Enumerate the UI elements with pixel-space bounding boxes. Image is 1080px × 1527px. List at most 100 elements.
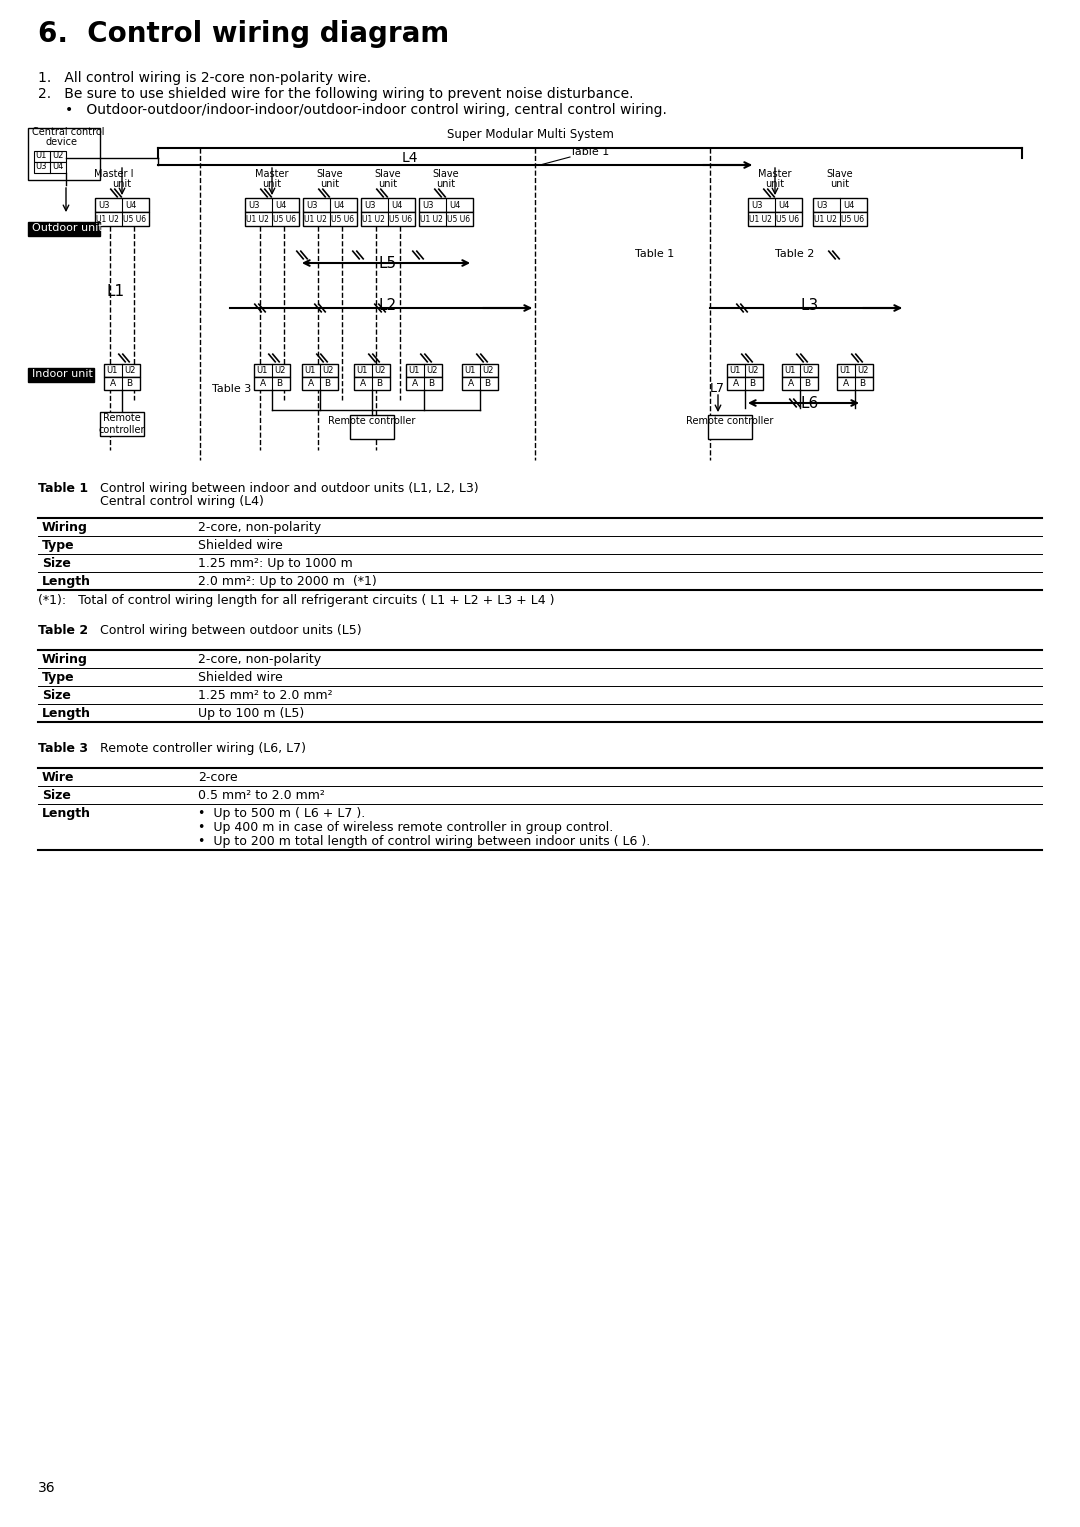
- Text: U2: U2: [124, 366, 135, 376]
- Text: U2: U2: [322, 366, 334, 376]
- Text: A: A: [308, 379, 314, 388]
- Text: A: A: [411, 379, 418, 388]
- Text: U1: U1: [35, 151, 46, 160]
- Text: U3: U3: [364, 202, 376, 211]
- Text: U1: U1: [464, 366, 475, 376]
- Text: B: B: [126, 379, 132, 388]
- Text: 2.0 mm²: Up to 2000 m  (*1): 2.0 mm²: Up to 2000 m (*1): [198, 576, 377, 588]
- Text: U3: U3: [35, 162, 46, 171]
- Bar: [303, 212, 357, 226]
- Text: Wiring: Wiring: [42, 521, 87, 534]
- Text: U1: U1: [106, 366, 118, 376]
- Bar: [245, 199, 299, 212]
- Text: Table 2: Table 2: [775, 249, 814, 260]
- Text: •   Outdoor-outdoor/indoor-indoor/outdoor-indoor control wiring, central control: • Outdoor-outdoor/indoor-indoor/outdoor-…: [65, 102, 666, 118]
- Bar: [28, 128, 100, 180]
- Text: Table 3: Table 3: [212, 383, 252, 394]
- Text: Slave: Slave: [433, 169, 459, 179]
- Text: U5 U6: U5 U6: [389, 215, 413, 224]
- Text: Master: Master: [255, 169, 288, 179]
- Text: unit: unit: [112, 179, 132, 189]
- Text: A: A: [360, 379, 366, 388]
- Bar: [33, 151, 66, 162]
- Text: L5: L5: [379, 257, 397, 270]
- Text: 1.25 mm² to 2.0 mm²: 1.25 mm² to 2.0 mm²: [198, 689, 333, 702]
- Text: U5 U6: U5 U6: [841, 215, 864, 224]
- Text: U3: U3: [248, 202, 259, 211]
- Text: U2: U2: [52, 151, 64, 160]
- Text: Slave: Slave: [826, 169, 853, 179]
- Text: Table 1: Table 1: [38, 483, 89, 495]
- Text: B: B: [804, 379, 810, 388]
- Bar: [302, 377, 338, 389]
- Text: unit: unit: [436, 179, 456, 189]
- Text: 1.25 mm²: Up to 1000 m: 1.25 mm²: Up to 1000 m: [198, 557, 353, 570]
- Text: U4: U4: [843, 202, 854, 211]
- Text: U1: U1: [729, 366, 741, 376]
- Text: Master I: Master I: [94, 169, 134, 179]
- Bar: [104, 363, 140, 377]
- Text: A: A: [843, 379, 849, 388]
- Text: Control wiring between indoor and outdoor units (L1, L2, L3): Control wiring between indoor and outdoo…: [100, 483, 478, 495]
- Text: U2: U2: [426, 366, 437, 376]
- Bar: [100, 412, 144, 437]
- Bar: [837, 377, 873, 389]
- Bar: [350, 415, 394, 438]
- Text: Type: Type: [42, 670, 75, 684]
- Text: Central control wiring (L4): Central control wiring (L4): [100, 495, 264, 508]
- Text: Table 2: Table 2: [38, 625, 89, 637]
- Text: 36: 36: [38, 1481, 56, 1495]
- Text: U2: U2: [747, 366, 758, 376]
- Bar: [748, 212, 802, 226]
- Text: Indoor unit: Indoor unit: [32, 370, 93, 379]
- Text: U1: U1: [356, 366, 367, 376]
- Text: U5 U6: U5 U6: [123, 215, 146, 224]
- Text: unit: unit: [831, 179, 850, 189]
- Text: B: B: [376, 379, 382, 388]
- Text: Slave: Slave: [316, 169, 343, 179]
- Text: •  Up to 500 m ( L6 + L7 ).: • Up to 500 m ( L6 + L7 ).: [198, 806, 365, 820]
- Text: Length: Length: [42, 806, 91, 820]
- Text: U4: U4: [125, 202, 136, 211]
- Text: Wire: Wire: [42, 771, 75, 783]
- Text: U5 U6: U5 U6: [330, 215, 354, 224]
- Text: U4: U4: [333, 202, 345, 211]
- Text: U5 U6: U5 U6: [273, 215, 296, 224]
- Bar: [28, 221, 100, 237]
- Text: unit: unit: [321, 179, 339, 189]
- Text: •  Up to 200 m total length of control wiring between indoor units ( L6 ).: • Up to 200 m total length of control wi…: [198, 835, 650, 847]
- Text: Shielded wire: Shielded wire: [198, 670, 283, 684]
- Text: U3: U3: [98, 202, 109, 211]
- Text: U2: U2: [374, 366, 386, 376]
- Text: Remote controller: Remote controller: [686, 415, 773, 426]
- Text: 2-core: 2-core: [198, 771, 238, 783]
- Text: Central control: Central control: [32, 127, 105, 137]
- Text: Slave: Slave: [375, 169, 402, 179]
- Text: Type: Type: [42, 539, 75, 551]
- Text: U2: U2: [274, 366, 285, 376]
- Bar: [813, 212, 867, 226]
- Text: U4: U4: [52, 162, 64, 171]
- Text: L7: L7: [710, 382, 725, 395]
- Text: U4: U4: [391, 202, 403, 211]
- Text: Length: Length: [42, 576, 91, 588]
- Text: B: B: [324, 379, 330, 388]
- Text: Outdoor unit: Outdoor unit: [32, 223, 103, 234]
- Text: A: A: [468, 379, 474, 388]
- Text: U3: U3: [422, 202, 433, 211]
- Text: unit: unit: [262, 179, 282, 189]
- Text: U3: U3: [816, 202, 827, 211]
- Text: B: B: [750, 379, 755, 388]
- Text: U3: U3: [751, 202, 762, 211]
- Text: •  Up 400 m in case of wireless remote controller in group control.: • Up 400 m in case of wireless remote co…: [198, 822, 613, 834]
- Text: A: A: [788, 379, 794, 388]
- Text: L3: L3: [801, 298, 819, 313]
- Text: U1 U2: U1 U2: [750, 215, 772, 224]
- Text: U1: U1: [408, 366, 419, 376]
- Bar: [361, 199, 415, 212]
- Text: U1 U2: U1 U2: [420, 215, 443, 224]
- Text: 2.   Be sure to use shielded wire for the following wiring to prevent noise dist: 2. Be sure to use shielded wire for the …: [38, 87, 634, 101]
- Bar: [708, 415, 752, 438]
- Text: U4: U4: [275, 202, 286, 211]
- Bar: [361, 212, 415, 226]
